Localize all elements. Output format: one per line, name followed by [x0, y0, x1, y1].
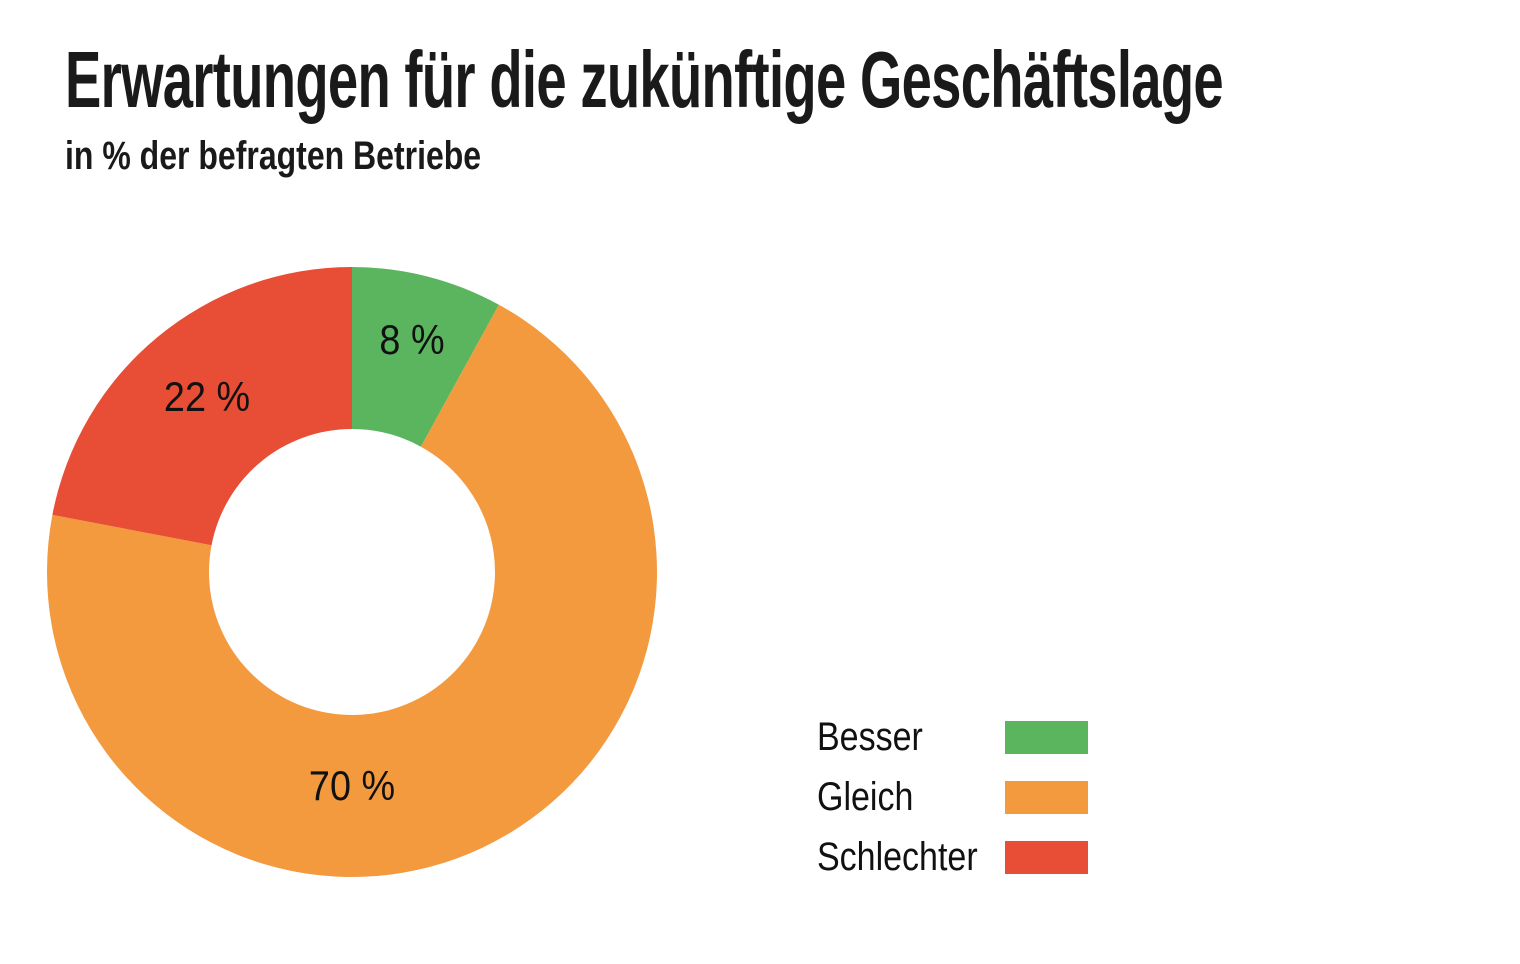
donut-slice-besser [352, 267, 499, 447]
legend-swatch-gleich [1005, 780, 1088, 814]
donut-slice-gleich [47, 304, 657, 877]
legend: Besser Gleich Schlechter [817, 707, 1088, 887]
legend-swatch-schlechter [1005, 840, 1088, 874]
chart-subtitle: in % der befragten Betriebe [65, 134, 482, 178]
legend-swatch-besser [1005, 720, 1088, 754]
legend-item-besser: Besser [817, 707, 1088, 767]
donut-chart [47, 267, 657, 877]
legend-label-besser: Besser [817, 714, 923, 759]
donut-chart-area: 8 % 70 % 22 % [47, 267, 657, 877]
slice-label-gleich: 70 % [308, 762, 396, 809]
slice-label-besser: 8 % [379, 315, 445, 363]
slice-label-schlechter: 22 % [164, 373, 251, 421]
legend-label-gleich: Gleich [817, 774, 914, 819]
legend-label-schlechter: Schlechter [817, 834, 978, 879]
donut-slice-schlechter [52, 267, 352, 546]
legend-item-gleich: Gleich [817, 767, 1088, 827]
chart-title: Erwartungen für die zukünftige Geschäfts… [65, 35, 1224, 124]
legend-item-schlechter: Schlechter [817, 827, 1088, 887]
